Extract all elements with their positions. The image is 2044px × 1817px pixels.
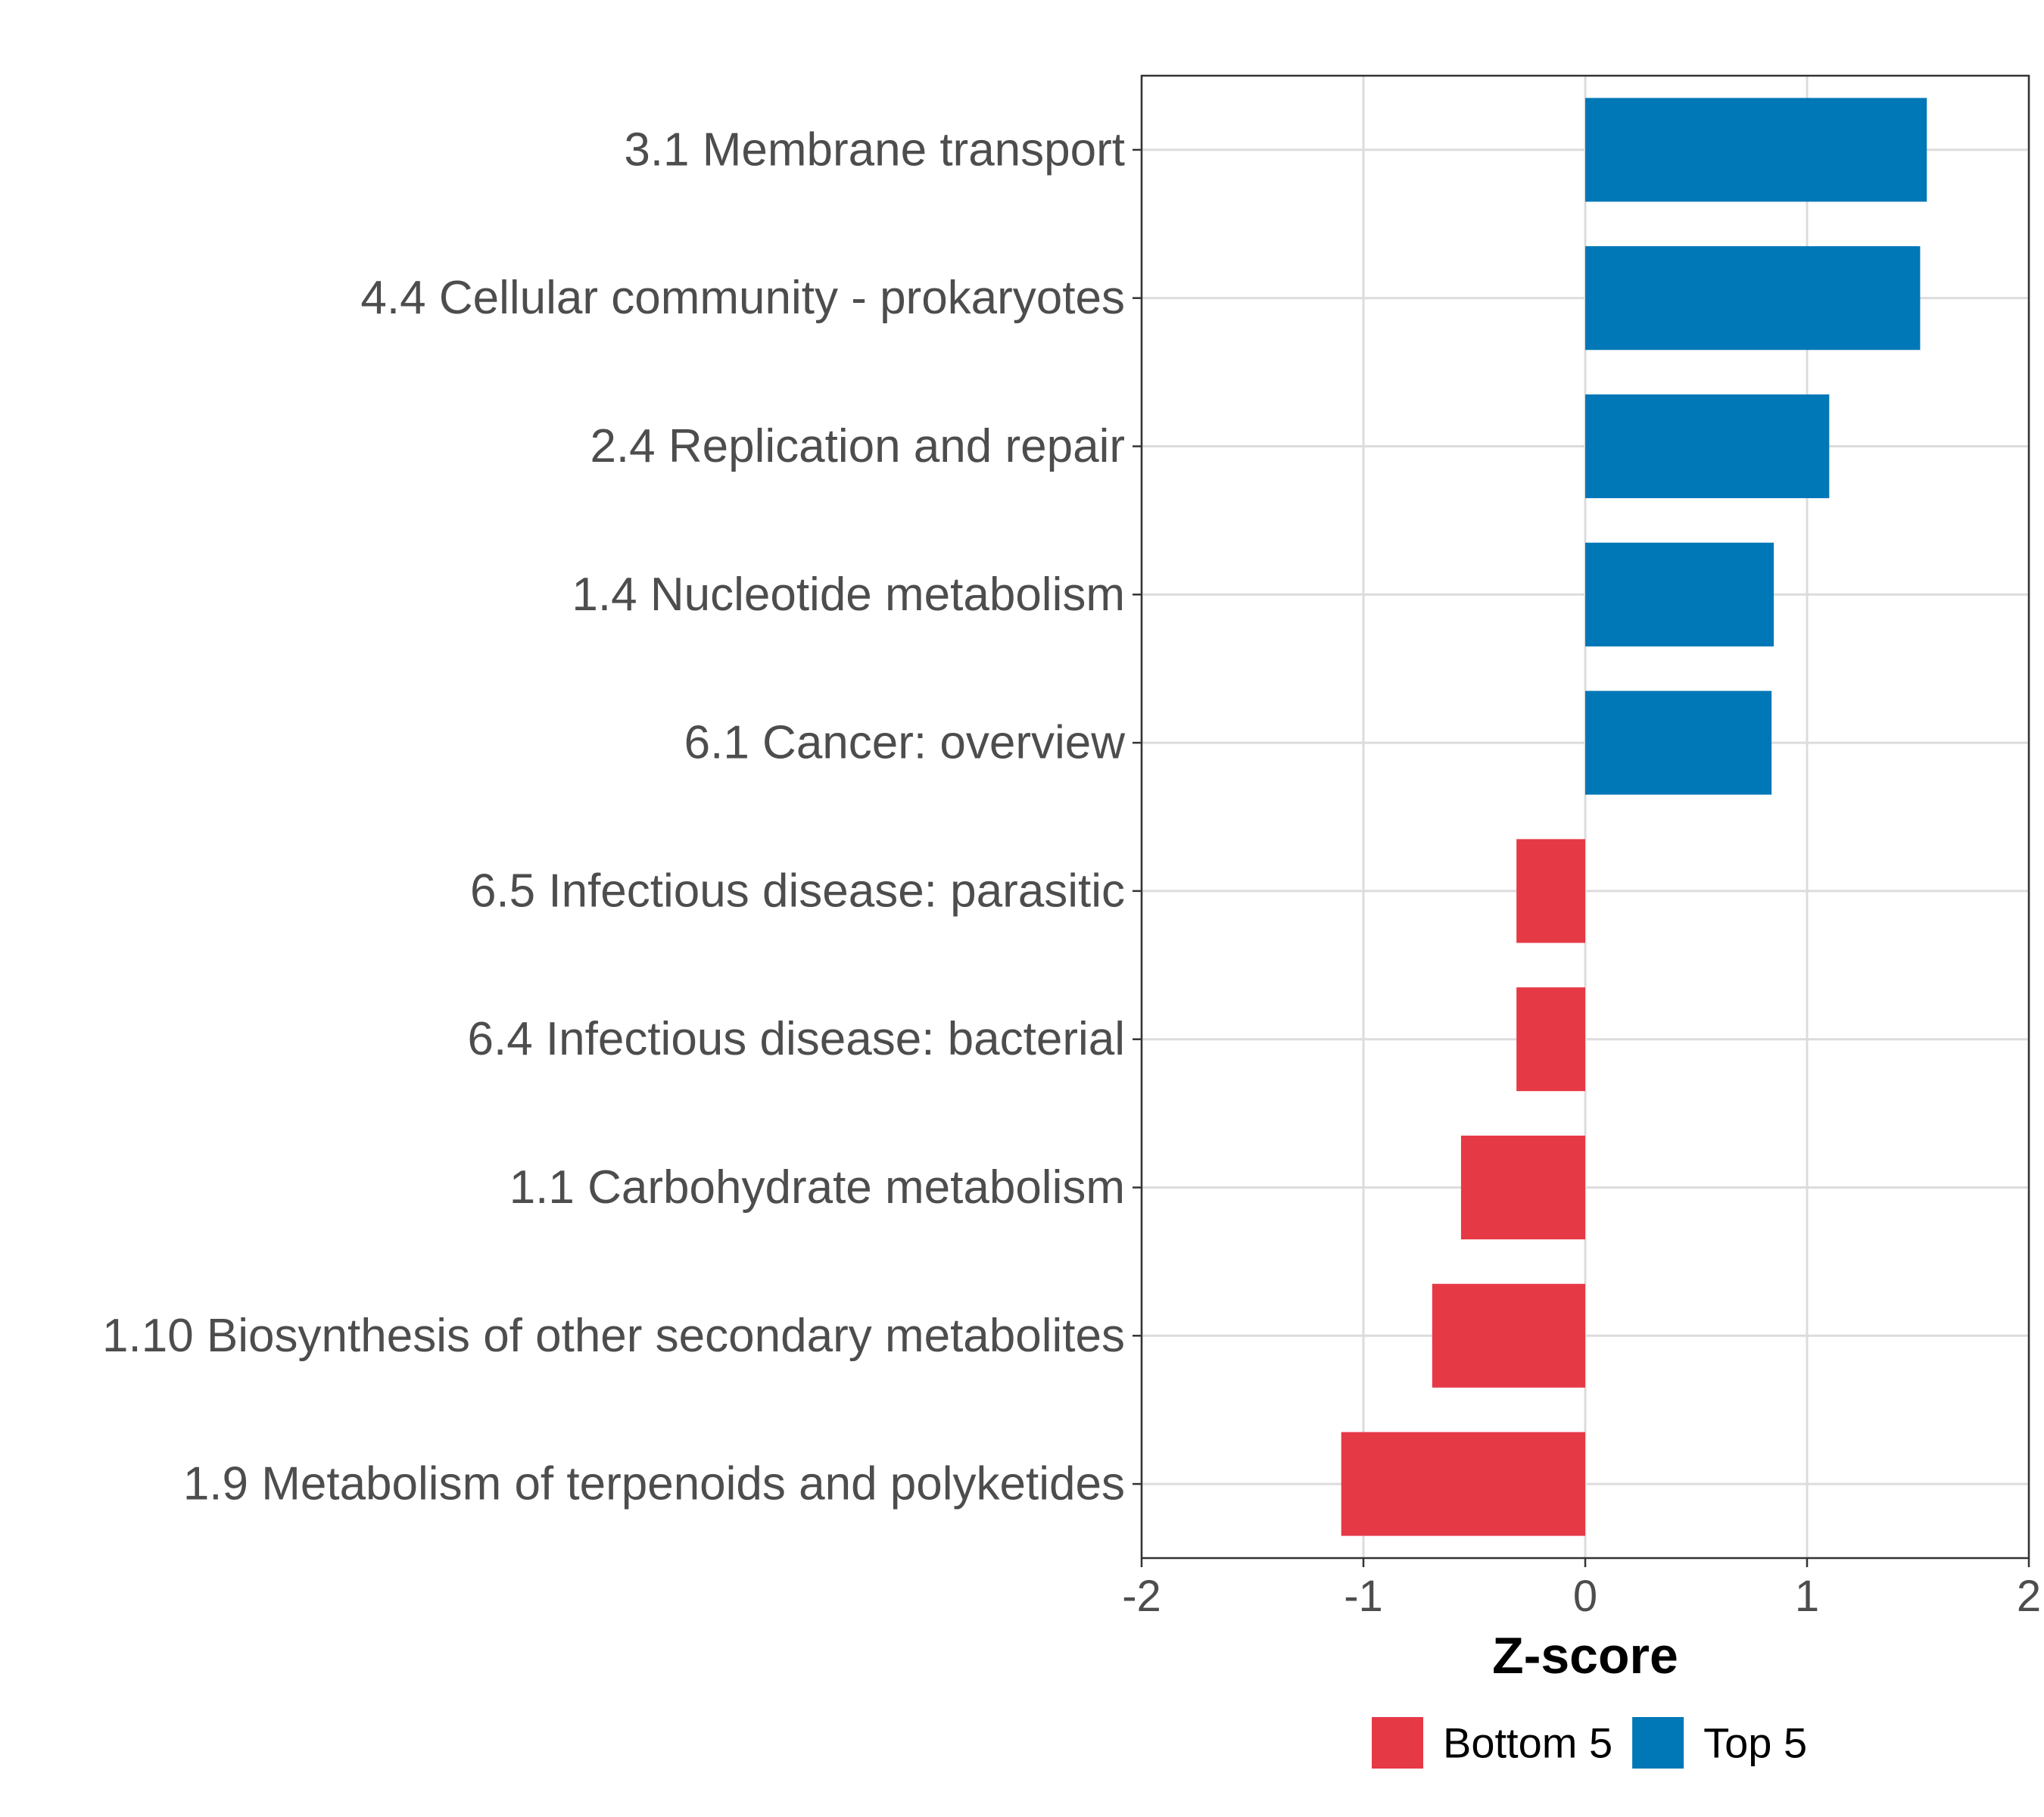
legend-swatch [1372, 1717, 1423, 1769]
y-axis: 3.1 Membrane transport 4.4 Cellular commu… [102, 123, 1142, 1510]
legend-swatch [1632, 1717, 1684, 1769]
bars [1341, 98, 1927, 1536]
category-label: 6.1 Cancer: overview [684, 717, 1126, 769]
x-tick-label: -2 [1122, 1572, 1161, 1621]
bar [1341, 1432, 1585, 1536]
bar [1432, 1283, 1585, 1388]
category-label: 2.4 Replication and repair [590, 420, 1125, 472]
category-label: 1.9 Metabolism of terpenoids and polyket… [183, 1458, 1125, 1510]
category-label: 6.4 Infectious disease: bacterial [467, 1013, 1125, 1065]
category-label: 1.10 Biosynthesis of other secondary met… [102, 1310, 1125, 1362]
x-axis-title: Z-score [1492, 1627, 1678, 1685]
bar [1585, 690, 1772, 795]
bar [1585, 246, 1921, 351]
bar [1585, 542, 1774, 647]
x-axis: -2 -1 0 1 2 [1122, 1558, 2041, 1621]
x-tick-label: 2 [2017, 1572, 2041, 1621]
legend-label: Bottom 5 [1443, 1719, 1612, 1767]
category-label: 3.1 Membrane transport [624, 123, 1125, 176]
category-label: 1.4 Nucleotide metabolism [572, 569, 1125, 621]
bar [1585, 394, 1830, 499]
bar [1460, 1135, 1585, 1240]
category-label: 6.5 Infectious disease: parasitic [470, 865, 1125, 917]
category-label: 4.4 Cellular community - prokaryotes [360, 272, 1125, 324]
legend-label: Top 5 [1703, 1719, 1807, 1767]
bar [1585, 98, 1927, 202]
x-tick-label: 1 [1795, 1572, 1819, 1621]
x-tick-label: 0 [1573, 1572, 1597, 1621]
bar [1516, 839, 1585, 943]
x-tick-label: -1 [1344, 1572, 1383, 1621]
bar [1516, 987, 1585, 1092]
legend: Bottom 5 Top 5 [1372, 1717, 1807, 1769]
category-label: 1.1 Carbohydrate metabolism [509, 1161, 1125, 1214]
